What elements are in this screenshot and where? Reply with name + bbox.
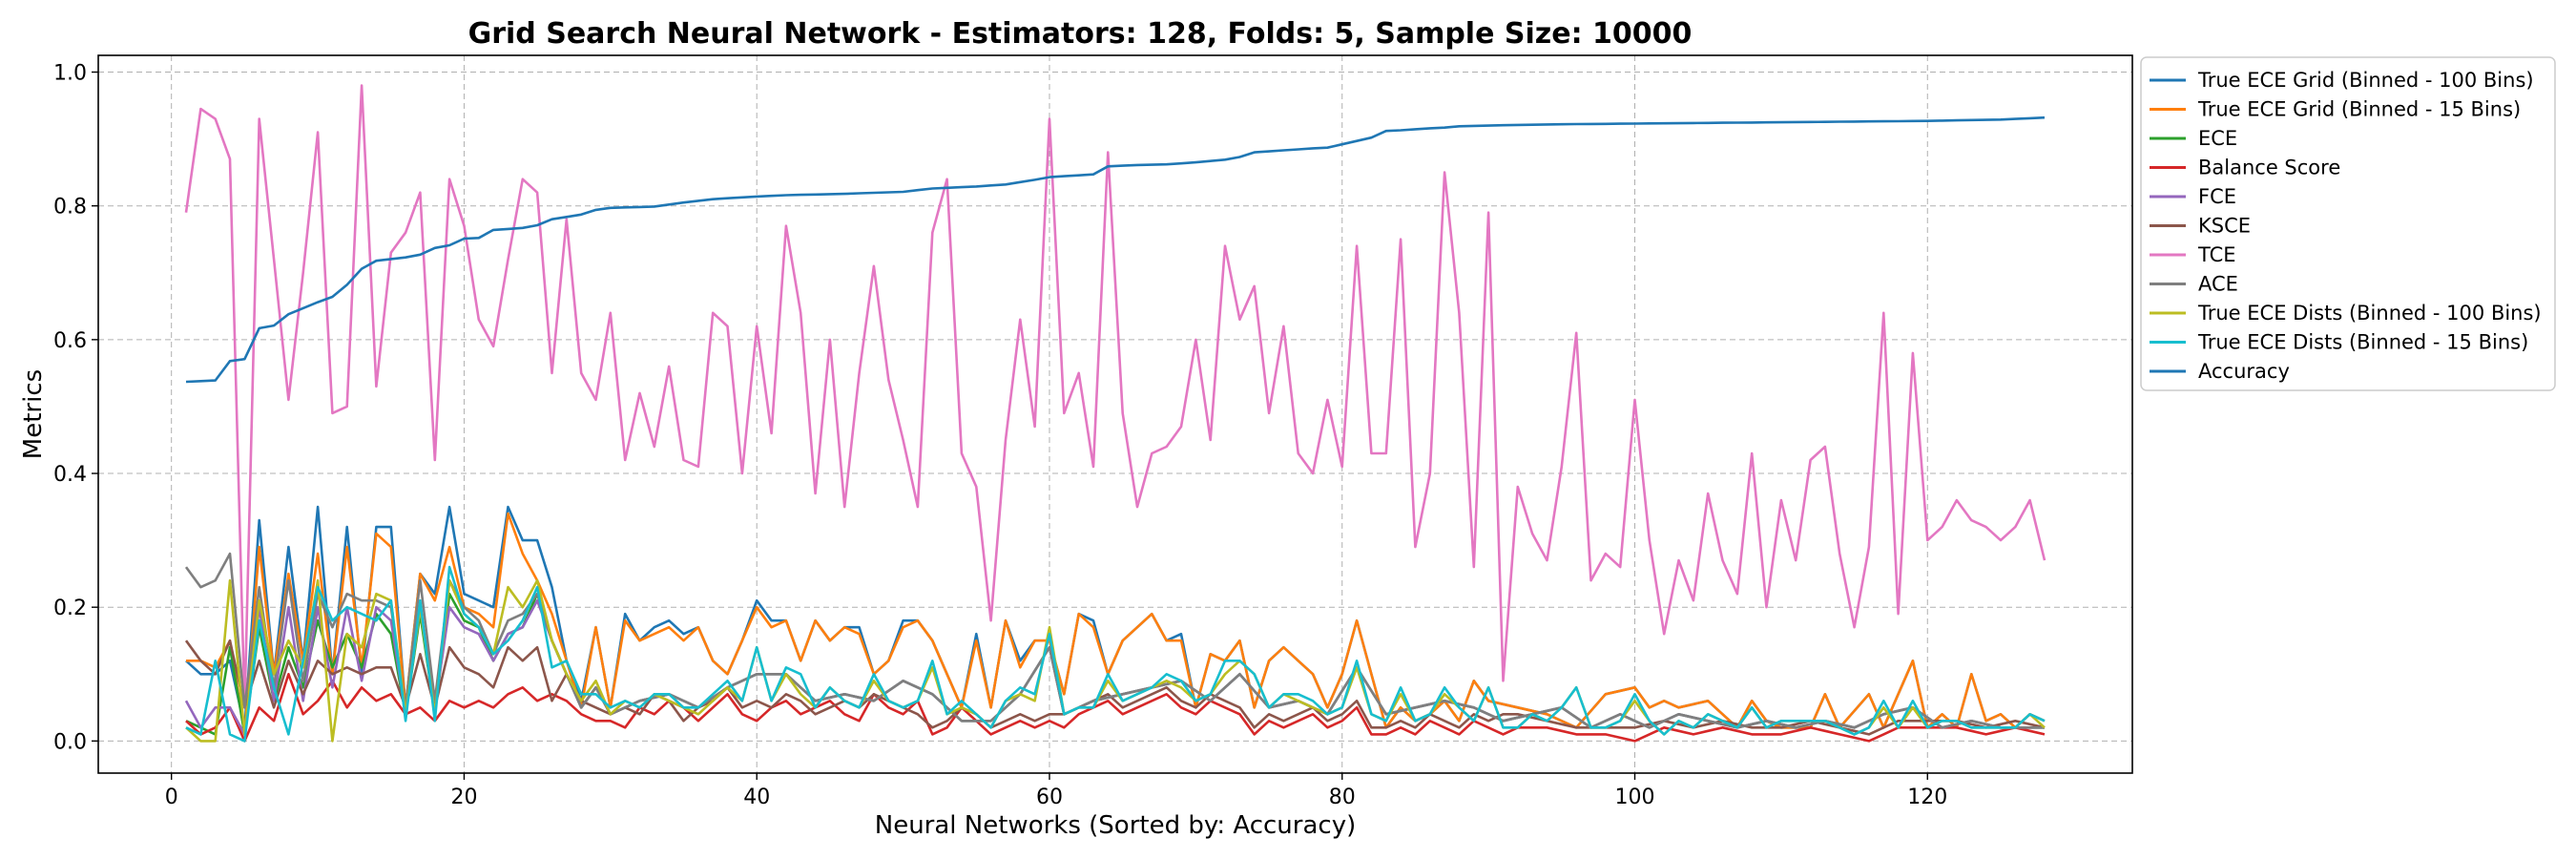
x-tick-label: 20 [450,786,477,809]
legend-label: ECE [2198,127,2237,150]
x-tick-label: 0 [165,786,178,809]
legend-label: True ECE Grid (Binned - 100 Bins) [2197,69,2534,92]
y-tick-label: 0.2 [53,597,87,620]
x-tick-label: 80 [1329,786,1356,809]
y-axis-label: Metrics [19,369,48,459]
y-tick-label: 0.4 [53,463,87,487]
y-tick-label: 1.0 [53,62,87,86]
legend-label: KSCE [2198,215,2251,238]
series-line-5 [184,639,2046,736]
grid-lines [98,55,2132,773]
legend: True ECE Grid (Binned - 100 Bins) True EC… [2140,56,2556,391]
legend-label: FCE [2198,185,2236,208]
y-tick-label: 0.8 [53,196,87,220]
axis-ticks: 0 20 40 60 80 100 120 0.0 0.2 0.4 0.6 0.8 1.0 [53,62,1947,809]
x-axis-label: Neural Networks (Sorted by: Accuracy) [875,811,1356,840]
series-line-10 [185,115,2046,384]
legend-label: True ECE Dists (Binned - 100 Bins) [2197,302,2542,325]
legend-label: TCE [2197,243,2236,266]
series-line-3 [185,673,2046,743]
legend-label: Balance Score [2198,157,2340,179]
legend-label: Accuracy [2198,360,2290,383]
y-tick-label: 0.6 [53,329,87,353]
legend-label: ACE [2198,273,2238,296]
y-tick-label: 0.0 [53,730,87,754]
series-line-6 [184,84,2046,709]
x-tick-label: 60 [1036,786,1063,809]
plot-area-frame [97,54,2133,774]
chart-title: Grid Search Neural Network - Estimators:… [468,17,1693,51]
legend-label: True ECE Dists (Binned - 15 Bins) [2197,331,2528,354]
x-tick-label: 40 [743,786,770,809]
plot-series [184,84,2046,743]
x-tick-label: 120 [1907,786,1947,809]
x-tick-label: 100 [1615,786,1655,809]
legend-label: True ECE Grid (Binned - 15 Bins) [2197,98,2521,121]
series-line-9 [185,565,2046,743]
legend-box [2140,56,2556,391]
legend-items: True ECE Grid (Binned - 100 Bins) True EC… [2150,69,2542,383]
